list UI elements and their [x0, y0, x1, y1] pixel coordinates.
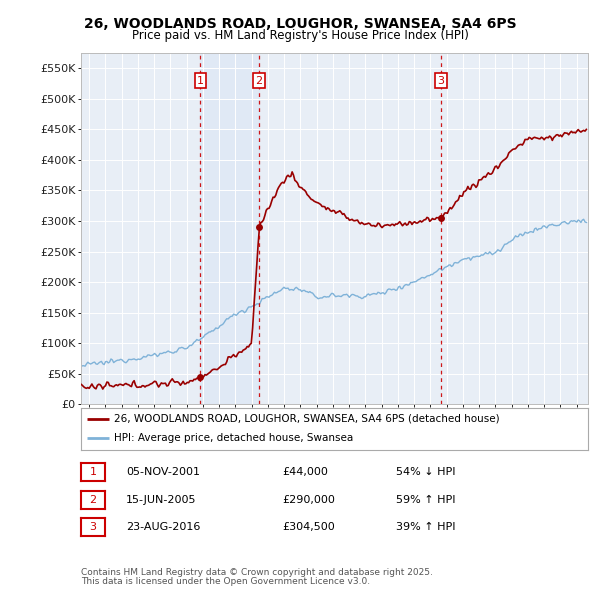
Text: 2: 2 — [256, 76, 263, 86]
Text: Price paid vs. HM Land Registry's House Price Index (HPI): Price paid vs. HM Land Registry's House … — [131, 30, 469, 42]
Text: 05-NOV-2001: 05-NOV-2001 — [126, 467, 200, 477]
Text: £290,000: £290,000 — [282, 495, 335, 504]
Text: 23-AUG-2016: 23-AUG-2016 — [126, 522, 200, 532]
Text: This data is licensed under the Open Government Licence v3.0.: This data is licensed under the Open Gov… — [81, 577, 370, 586]
Text: Contains HM Land Registry data © Crown copyright and database right 2025.: Contains HM Land Registry data © Crown c… — [81, 568, 433, 577]
Text: HPI: Average price, detached house, Swansea: HPI: Average price, detached house, Swan… — [114, 433, 353, 443]
Text: £304,500: £304,500 — [282, 522, 335, 532]
Text: 39% ↑ HPI: 39% ↑ HPI — [396, 522, 455, 532]
Text: 1: 1 — [197, 76, 204, 86]
Text: £44,000: £44,000 — [282, 467, 328, 477]
Text: 26, WOODLANDS ROAD, LOUGHOR, SWANSEA, SA4 6PS (detached house): 26, WOODLANDS ROAD, LOUGHOR, SWANSEA, SA… — [114, 414, 500, 424]
Bar — [200, 53, 259, 404]
Text: 59% ↑ HPI: 59% ↑ HPI — [396, 495, 455, 504]
Text: 15-JUN-2005: 15-JUN-2005 — [126, 495, 197, 504]
Text: 3: 3 — [89, 522, 97, 532]
Text: 3: 3 — [437, 76, 445, 86]
Text: 26, WOODLANDS ROAD, LOUGHOR, SWANSEA, SA4 6PS: 26, WOODLANDS ROAD, LOUGHOR, SWANSEA, SA… — [83, 17, 517, 31]
Text: 54% ↓ HPI: 54% ↓ HPI — [396, 467, 455, 477]
Text: 2: 2 — [89, 495, 97, 504]
Text: 1: 1 — [89, 467, 97, 477]
